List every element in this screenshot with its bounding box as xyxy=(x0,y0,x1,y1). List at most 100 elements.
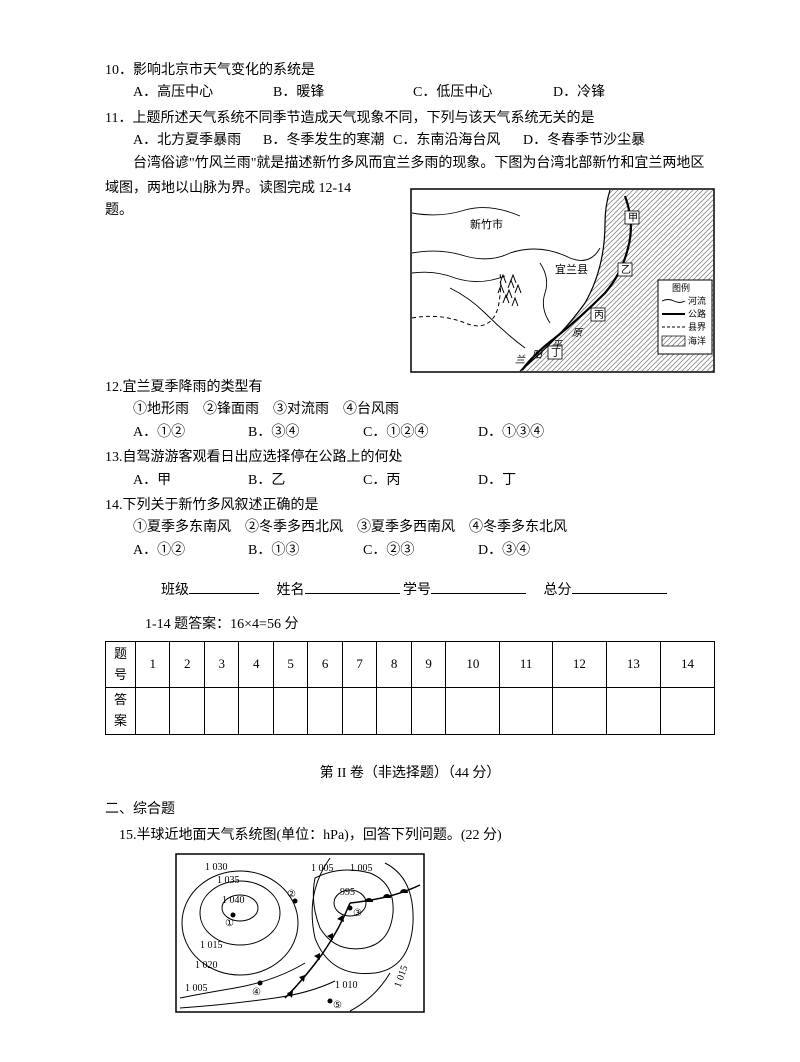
iso-1020: 1 020 xyxy=(195,960,218,971)
class-blank[interactable] xyxy=(189,580,259,594)
form-id: 学号 xyxy=(403,583,431,598)
part2-title: 第 II 卷（非选择题）（44 分） xyxy=(105,763,715,785)
col-2: 2 xyxy=(170,641,204,688)
ans-14[interactable] xyxy=(660,688,714,735)
q13-options: A．甲 B．乙 C．丙 D．丁 xyxy=(133,470,715,492)
ans-11[interactable] xyxy=(500,688,553,735)
answer-table: 题号 1 2 3 4 5 6 7 8 9 10 11 12 13 14 答案 xyxy=(105,641,715,735)
q10-options: A．高压中心 B．暖锋 C．低压中心 D．冷锋 xyxy=(133,82,715,104)
id-blank[interactable] xyxy=(431,580,526,594)
col-12: 12 xyxy=(552,641,606,688)
iso-1030: 1 030 xyxy=(205,862,228,873)
col-13: 13 xyxy=(606,641,660,688)
form-class: 班级 xyxy=(161,583,189,598)
q12-text: 12.宜兰夏季降雨的类型有 xyxy=(105,377,715,399)
ans-3[interactable] xyxy=(204,688,238,735)
q13-text: 13.自驾游游客观看日出应选择停在公路上的何处 xyxy=(105,447,715,469)
q12-options: A．①② B．③④ C．①②④ D．①③④ xyxy=(133,422,715,444)
q14-opt-c: C．②③ xyxy=(363,540,478,562)
q11-opt-c: C．东南沿海台风 xyxy=(393,130,523,152)
q13-opt-c: C．丙 xyxy=(363,470,478,492)
legend-river: 河流 xyxy=(688,295,706,306)
ans-7[interactable] xyxy=(342,688,376,735)
q10-opt-c: C．低压中心 xyxy=(413,82,553,104)
form-total: 总分 xyxy=(544,583,572,598)
q12-opt-b: B．③④ xyxy=(248,422,363,444)
section2-title: 二、综合题 xyxy=(105,799,715,821)
map-plain-1: 兰 xyxy=(515,354,526,366)
q14-text: 14.下列关于新竹多风叙述正确的是 xyxy=(105,495,715,517)
legend-title: 图例 xyxy=(672,282,690,293)
ans-5[interactable] xyxy=(273,688,307,735)
col-5: 5 xyxy=(273,641,307,688)
total-blank[interactable] xyxy=(572,580,667,594)
q11-text: 11．上题所述天气系统不同季节造成天气现象不同，下列与该天气系统无关的是 xyxy=(105,108,715,130)
q11-opt-b: B．冬季发生的寒潮 xyxy=(263,130,393,152)
q11-intro1: 台湾俗谚"竹风兰雨"就是描述新竹多风而宜兰多雨的现象。下图为台湾北部新竹和宜兰两… xyxy=(133,153,715,175)
q14-sub: ①夏季多东南风 ②冬季多西北风 ③夏季多西南风 ④冬季多东北风 xyxy=(133,517,715,539)
form-name: 姓名 xyxy=(277,583,305,598)
col-14: 14 xyxy=(660,641,714,688)
ans-1[interactable] xyxy=(136,688,170,735)
ans-9[interactable] xyxy=(411,688,445,735)
map-label-bing: 丙 xyxy=(594,310,604,321)
q13-opt-d: D．丁 xyxy=(478,470,593,492)
q12-opt-a: A．①② xyxy=(133,422,248,444)
map-label-jia: 甲 xyxy=(628,213,638,224)
legend-road: 公路 xyxy=(688,308,706,319)
iso-1010: 1 010 xyxy=(335,980,358,991)
taiwan-map: 新竹市 宜兰县 甲 乙 丙 丁 兰 阳 平 原 图例 河流 公路 县界 xyxy=(355,178,715,373)
legend-county: 县界 xyxy=(688,322,706,332)
col-4: 4 xyxy=(239,641,273,688)
legend-ocean: 海洋 xyxy=(688,335,706,346)
q10-opt-b: B．暖锋 xyxy=(273,82,413,104)
q12-opt-d: D．①③④ xyxy=(478,422,593,444)
q14-options: A．①② B．①③ C．②③ D．③④ xyxy=(133,540,715,562)
q13-opt-b: B．乙 xyxy=(248,470,363,492)
col-6: 6 xyxy=(308,641,342,688)
ans-12[interactable] xyxy=(552,688,606,735)
name-blank[interactable] xyxy=(305,580,400,594)
q10-opt-d: D．冷锋 xyxy=(553,82,693,104)
q12-sub: ①地形雨 ②锋面雨 ③对流雨 ④台风雨 xyxy=(133,399,715,421)
q14-opt-a: A．①② xyxy=(133,540,248,562)
iso-1005c: 1 005 xyxy=(350,863,373,874)
col-7: 7 xyxy=(342,641,376,688)
iso-1040: 1 040 xyxy=(222,895,245,906)
q12-opt-c: C．①②④ xyxy=(363,422,478,444)
q11-options: A．北方夏季暴雨 B．冬季发生的寒潮 C．东南沿海台风 D．冬春季节沙尘暴 xyxy=(133,130,715,152)
q11-opt-a: A．北方夏季暴雨 xyxy=(133,130,263,152)
iso-1035: 1 035 xyxy=(217,875,240,886)
q13-opt-a: A．甲 xyxy=(133,470,248,492)
map-label-yi: 乙 xyxy=(621,264,631,276)
map-label-xinzhu: 新竹市 xyxy=(470,217,503,231)
pt-4: ④ xyxy=(252,987,261,998)
col-8: 8 xyxy=(377,641,411,688)
isobar-svg: 1 030 1 035 1 040 1 015 1 020 1 005 1 00… xyxy=(175,853,425,1013)
map-plain-3: 平 xyxy=(552,340,563,351)
ans-2[interactable] xyxy=(170,688,204,735)
iso-1005b: 1 005 xyxy=(185,983,208,994)
ans-13[interactable] xyxy=(606,688,660,735)
q11-opt-d: D．冬春季节沙尘暴 xyxy=(523,130,653,152)
ans-10[interactable] xyxy=(446,688,500,735)
col-1: 1 xyxy=(136,641,170,688)
answer-label: 答案 xyxy=(106,688,136,735)
map-label-yilan: 宜兰县 xyxy=(555,262,588,276)
ans-4[interactable] xyxy=(239,688,273,735)
ans-6[interactable] xyxy=(308,688,342,735)
isobar-map: 1 030 1 035 1 040 1 015 1 020 1 005 1 00… xyxy=(175,853,715,1021)
header-label: 题号 xyxy=(106,641,136,688)
student-info: 班级 姓名 学号 总分 xyxy=(161,580,715,602)
iso-1005: 1 005 xyxy=(311,863,334,874)
pt-3: ③ xyxy=(353,908,362,919)
col-9: 9 xyxy=(411,641,445,688)
score-text: 1-14 题答案：16×4=56 分 xyxy=(145,614,715,636)
iso-1015: 1 015 xyxy=(200,940,223,951)
table-header-row: 题号 1 2 3 4 5 6 7 8 9 10 11 12 13 14 xyxy=(106,641,715,688)
q10-opt-a: A．高压中心 xyxy=(133,82,273,104)
q15-text: 15.半球近地面天气系统图(单位：hPa)，回答下列问题。(22 分) xyxy=(119,825,715,847)
ans-8[interactable] xyxy=(377,688,411,735)
col-10: 10 xyxy=(446,641,500,688)
q11-intro2: 域图，两地以山脉为界。读图完成 12-14 题。 xyxy=(105,178,355,223)
